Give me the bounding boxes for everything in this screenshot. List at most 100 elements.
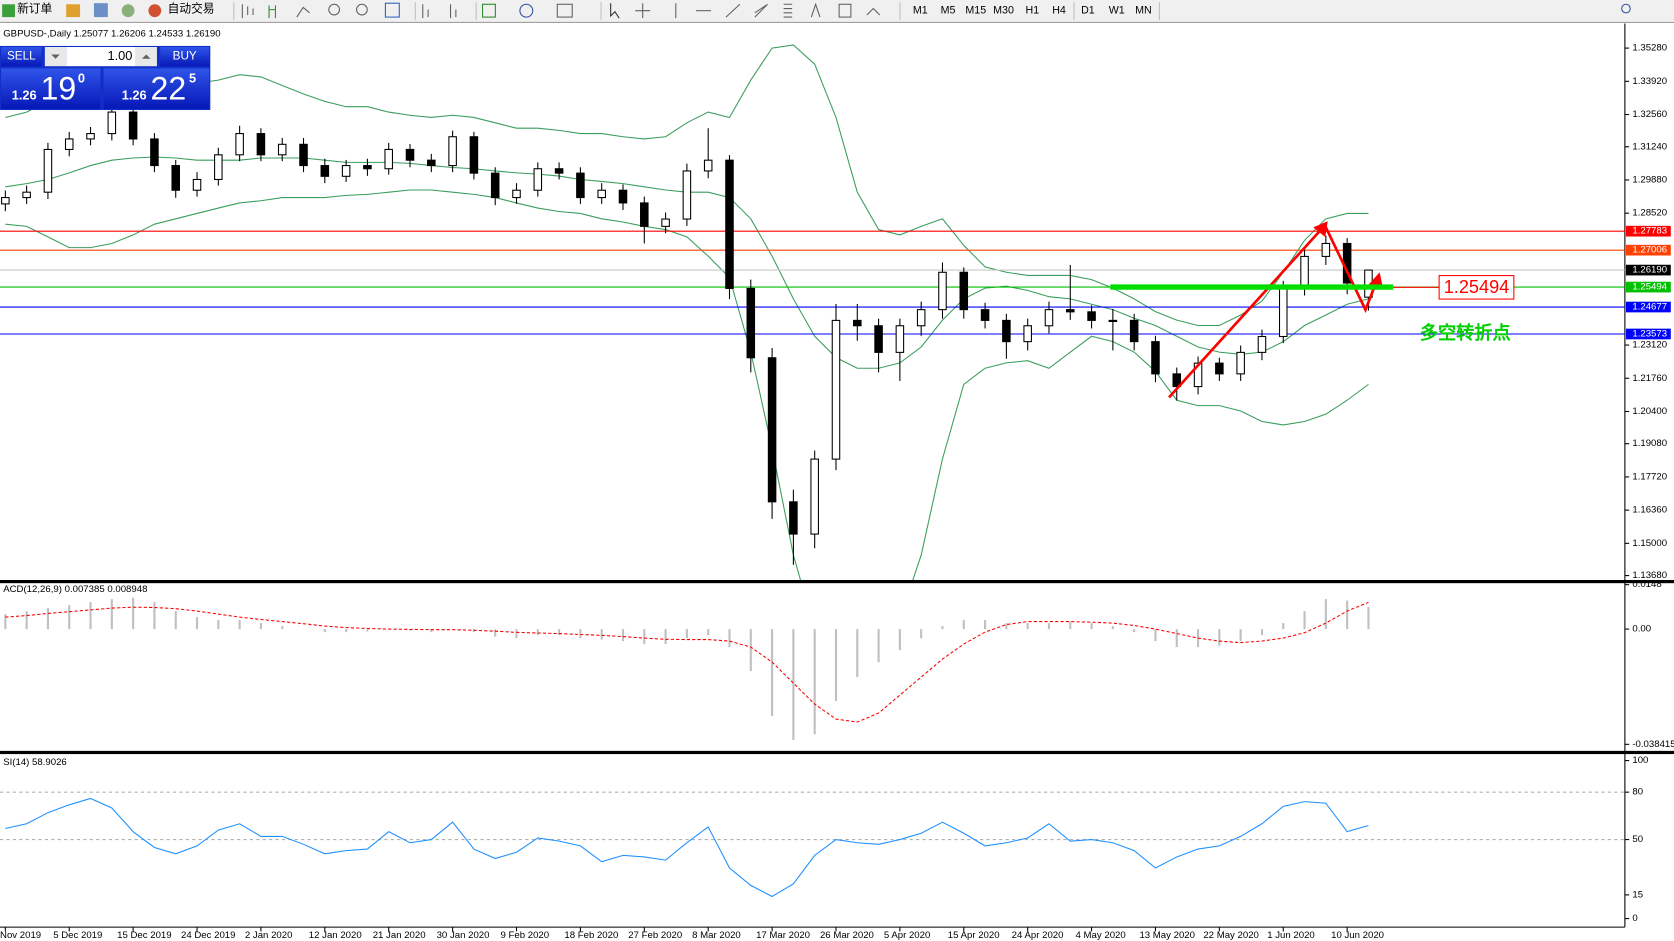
x-tick-label: 2 Jan 2020 [245, 930, 293, 941]
timeframe-button[interactable]: D1 [1081, 4, 1095, 16]
candle-body [1066, 309, 1075, 313]
timeframe-button[interactable]: W1 [1109, 4, 1125, 16]
x-tick-label: 5 Dec 2019 [53, 930, 102, 941]
candle-body [427, 159, 436, 167]
y-tick-label: 1.32560 [1632, 109, 1667, 120]
level-label: 1.27783 [1632, 226, 1667, 237]
timeframe-button[interactable]: M15 [965, 4, 986, 16]
search-icon[interactable] [1621, 3, 1631, 14]
sell-label[interactable]: SELL [7, 50, 36, 63]
icon[interactable] [783, 3, 793, 18]
icon[interactable] [519, 3, 534, 18]
candle-body [789, 501, 798, 535]
icon[interactable] [66, 4, 81, 18]
icon[interactable] [635, 3, 651, 19]
new-order-icon[interactable] [2, 4, 15, 18]
level-label: 1.27006 [1632, 245, 1667, 256]
icon[interactable] [356, 3, 368, 16]
annotation-note: 多空转折点 [1420, 322, 1511, 343]
candle-body [895, 325, 905, 353]
level-label-box [1625, 281, 1671, 293]
lots-value[interactable]: 1.00 [107, 48, 132, 63]
ask-box[interactable] [103, 68, 210, 109]
x-tick-label: 24 Dec 2019 [181, 930, 235, 941]
axes: 1.35280 1.33920 1.32560 1.31240 1.29880 1.285… [0, 43, 1674, 941]
sell-button[interactable] [1, 46, 42, 67]
candle-body [1108, 319, 1118, 322]
icon[interactable] [810, 2, 821, 18]
y-tick-label: 1.33920 [1632, 76, 1667, 87]
icon[interactable] [556, 3, 573, 18]
ask-big[interactable]: 1.26 [122, 88, 147, 103]
level-label-box [1625, 301, 1671, 313]
y-tick-label: 1.31240 [1632, 141, 1667, 152]
icon[interactable] [93, 3, 108, 18]
bid-box[interactable] [1, 68, 101, 109]
bid-big[interactable]: 1.26 [12, 88, 37, 103]
candle-body [64, 138, 74, 150]
candle-body [256, 133, 266, 156]
icon[interactable] [754, 3, 768, 18]
icon[interactable] [449, 4, 457, 19]
buy-label[interactable]: BUY [173, 50, 197, 63]
chart-area [0, 23, 1674, 941]
candle-body [959, 271, 969, 311]
tool-icons [233, 2, 1631, 21]
icon[interactable] [610, 3, 620, 19]
new-order-button[interactable]: 新订单 [17, 2, 52, 16]
y-tick-label: 0.0148 [1632, 579, 1661, 590]
candle-body [1129, 319, 1139, 343]
icon[interactable] [422, 4, 429, 19]
candle-body [1300, 255, 1309, 289]
timeframe-button[interactable]: H4 [1052, 4, 1066, 16]
bollinger-lower [5, 189, 1369, 580]
candle-body [980, 309, 990, 321]
icon[interactable] [268, 5, 276, 19]
lots-input[interactable] [66, 46, 136, 67]
timeframe-button[interactable]: M1 [913, 4, 928, 16]
icon[interactable] [838, 3, 852, 18]
bid-point[interactable]: 0 [78, 70, 85, 85]
arrow-path [1168, 223, 1379, 399]
level-label: 1.23573 [1632, 329, 1667, 340]
candle-body [448, 136, 457, 167]
pane-separator [0, 750, 1674, 755]
candle-body [1215, 362, 1224, 375]
x-tick-label: 12 Jan 2020 [309, 930, 362, 941]
buy-button[interactable] [160, 46, 210, 67]
icon[interactable] [328, 3, 341, 16]
timeframe-button[interactable]: MN [1135, 4, 1152, 16]
auto-trading-button[interactable]: 自动交易 [168, 2, 215, 16]
arrow-icon [51, 54, 60, 59]
ask-pips[interactable]: 22 [151, 70, 187, 106]
arrow-icon [141, 54, 151, 59]
ask-point[interactable]: 5 [189, 70, 196, 85]
timeframe-button[interactable]: M5 [941, 4, 956, 16]
timeframe-button[interactable]: H1 [1026, 4, 1040, 16]
candle-body [299, 143, 308, 167]
icon[interactable] [482, 3, 496, 18]
candle-body [810, 458, 819, 535]
candle-body [384, 148, 393, 170]
icon[interactable] [384, 2, 400, 18]
x-tick-label: 5 Apr 2020 [884, 930, 930, 941]
icon[interactable] [296, 6, 310, 18]
icon[interactable] [866, 7, 881, 16]
candle-body [192, 178, 202, 191]
candle-body [107, 111, 117, 135]
candle-body [171, 165, 180, 191]
icon[interactable] [725, 3, 741, 18]
icon[interactable] [241, 4, 254, 19]
x-tick-label: Nov 2019 [0, 930, 41, 941]
candle-body [576, 172, 585, 199]
bollinger-upper [5, 44, 1369, 327]
candle-body [214, 154, 223, 181]
auto-trading-icon[interactable] [148, 4, 162, 18]
separator [233, 2, 1160, 21]
timeframe-button[interactable]: M30 [993, 4, 1014, 16]
candle-body [533, 168, 543, 191]
icon[interactable] [121, 4, 135, 18]
level-label: 1.24677 [1632, 302, 1667, 313]
y-tick-label: 1.29880 [1632, 175, 1667, 186]
bid-pips[interactable]: 19 [41, 70, 77, 106]
